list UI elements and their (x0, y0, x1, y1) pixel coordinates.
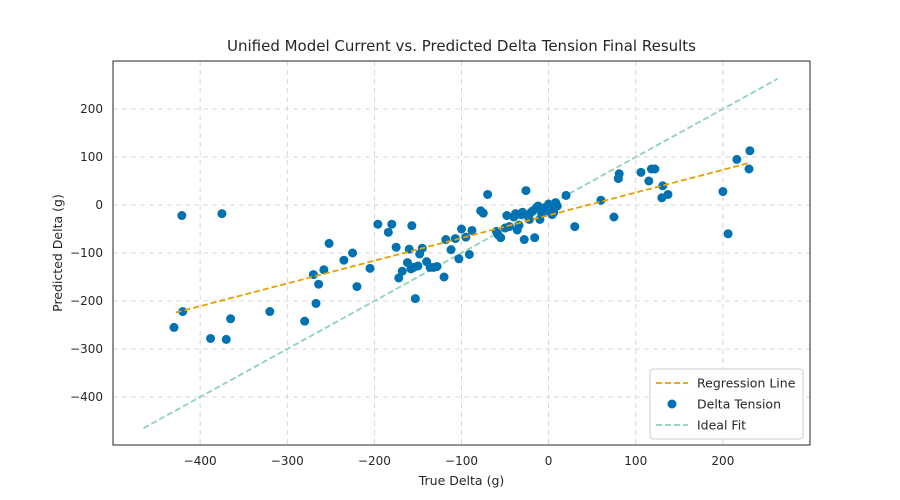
data-point (454, 254, 464, 264)
data-point (530, 233, 540, 243)
data-point (504, 222, 514, 232)
data-point (339, 255, 349, 265)
data-point (397, 266, 407, 276)
data-point (432, 261, 442, 271)
axis-ticks: −400 −300 −200 −100 0 100 200 −400 −300 −200 −100 0… (70, 102, 734, 468)
data-point (311, 298, 321, 308)
data-point (394, 273, 404, 283)
data-point (663, 189, 673, 199)
y-tick-label: −200 (70, 294, 103, 308)
data-point (467, 225, 477, 235)
data-point (217, 209, 227, 219)
y-tick-label: 200 (80, 102, 103, 116)
y-tick-label: 0 (95, 198, 103, 212)
data-point (383, 227, 393, 237)
data-point (552, 201, 562, 211)
data-point (300, 316, 310, 326)
data-point (391, 242, 401, 252)
data-point (169, 322, 179, 332)
data-point (457, 224, 466, 234)
data-point (387, 219, 397, 229)
data-point (514, 220, 524, 230)
data-point (745, 146, 755, 156)
data-point (319, 265, 329, 275)
data-point (744, 164, 754, 174)
data-point (519, 235, 529, 245)
data-point (407, 221, 417, 231)
data-point (609, 212, 619, 222)
data-point (450, 234, 460, 244)
legend-ideal-label: Ideal Fit (697, 418, 746, 433)
data-points (169, 146, 755, 344)
data-point (446, 245, 456, 255)
chart-title: Unified Model Current vs. Predicted Delt… (227, 37, 696, 55)
y-tick-label: −100 (70, 246, 103, 260)
data-point (502, 211, 512, 221)
data-point (226, 314, 236, 324)
data-point (352, 282, 362, 292)
plot-frame (112, 60, 811, 446)
y-axis-label: Predicted Delta (g) (50, 194, 65, 312)
data-point (483, 189, 493, 199)
ideal-fit-layer (143, 77, 779, 429)
data-point (413, 261, 423, 271)
data-point (650, 164, 660, 174)
data-point (324, 238, 334, 248)
data-point (570, 222, 580, 232)
data-point (410, 294, 420, 304)
data-point (206, 333, 216, 343)
x-axis-label: True Delta (g) (418, 473, 505, 488)
data-point (265, 307, 275, 317)
legend-box (649, 368, 804, 440)
x-tick-label: −200 (358, 454, 391, 468)
data-point (348, 248, 358, 258)
x-tick-label: 200 (711, 454, 734, 468)
legend-points-swatch (667, 399, 677, 409)
data-point (373, 219, 383, 229)
data-point (314, 279, 324, 289)
data-point (496, 233, 506, 243)
y-tick-label: −300 (70, 342, 103, 356)
data-point (723, 229, 733, 239)
data-point (732, 154, 742, 164)
legend: Regression Line Delta Tension Ideal Fit (649, 368, 804, 440)
x-tick-label: −400 (184, 454, 217, 468)
data-point (636, 167, 646, 177)
legend-points-label: Delta Tension (697, 397, 781, 412)
data-point (561, 190, 571, 200)
data-point (177, 211, 187, 221)
x-tick-label: −100 (445, 454, 478, 468)
x-tick-label: 0 (545, 454, 553, 468)
y-tick-label: −400 (70, 390, 103, 404)
data-point (614, 169, 624, 179)
data-point (464, 249, 474, 259)
x-tick-label: −300 (271, 454, 304, 468)
data-point (365, 263, 375, 273)
ideal-fit-line (143, 77, 779, 429)
data-point (439, 272, 449, 282)
data-point (644, 176, 654, 186)
data-point (718, 187, 728, 197)
legend-regression-label: Regression Line (697, 376, 796, 391)
data-point (658, 181, 668, 191)
data-point (221, 334, 231, 344)
y-tick-label: 100 (80, 150, 103, 164)
data-point (521, 186, 531, 196)
data-point (478, 208, 488, 218)
x-tick-label: 100 (624, 454, 647, 468)
